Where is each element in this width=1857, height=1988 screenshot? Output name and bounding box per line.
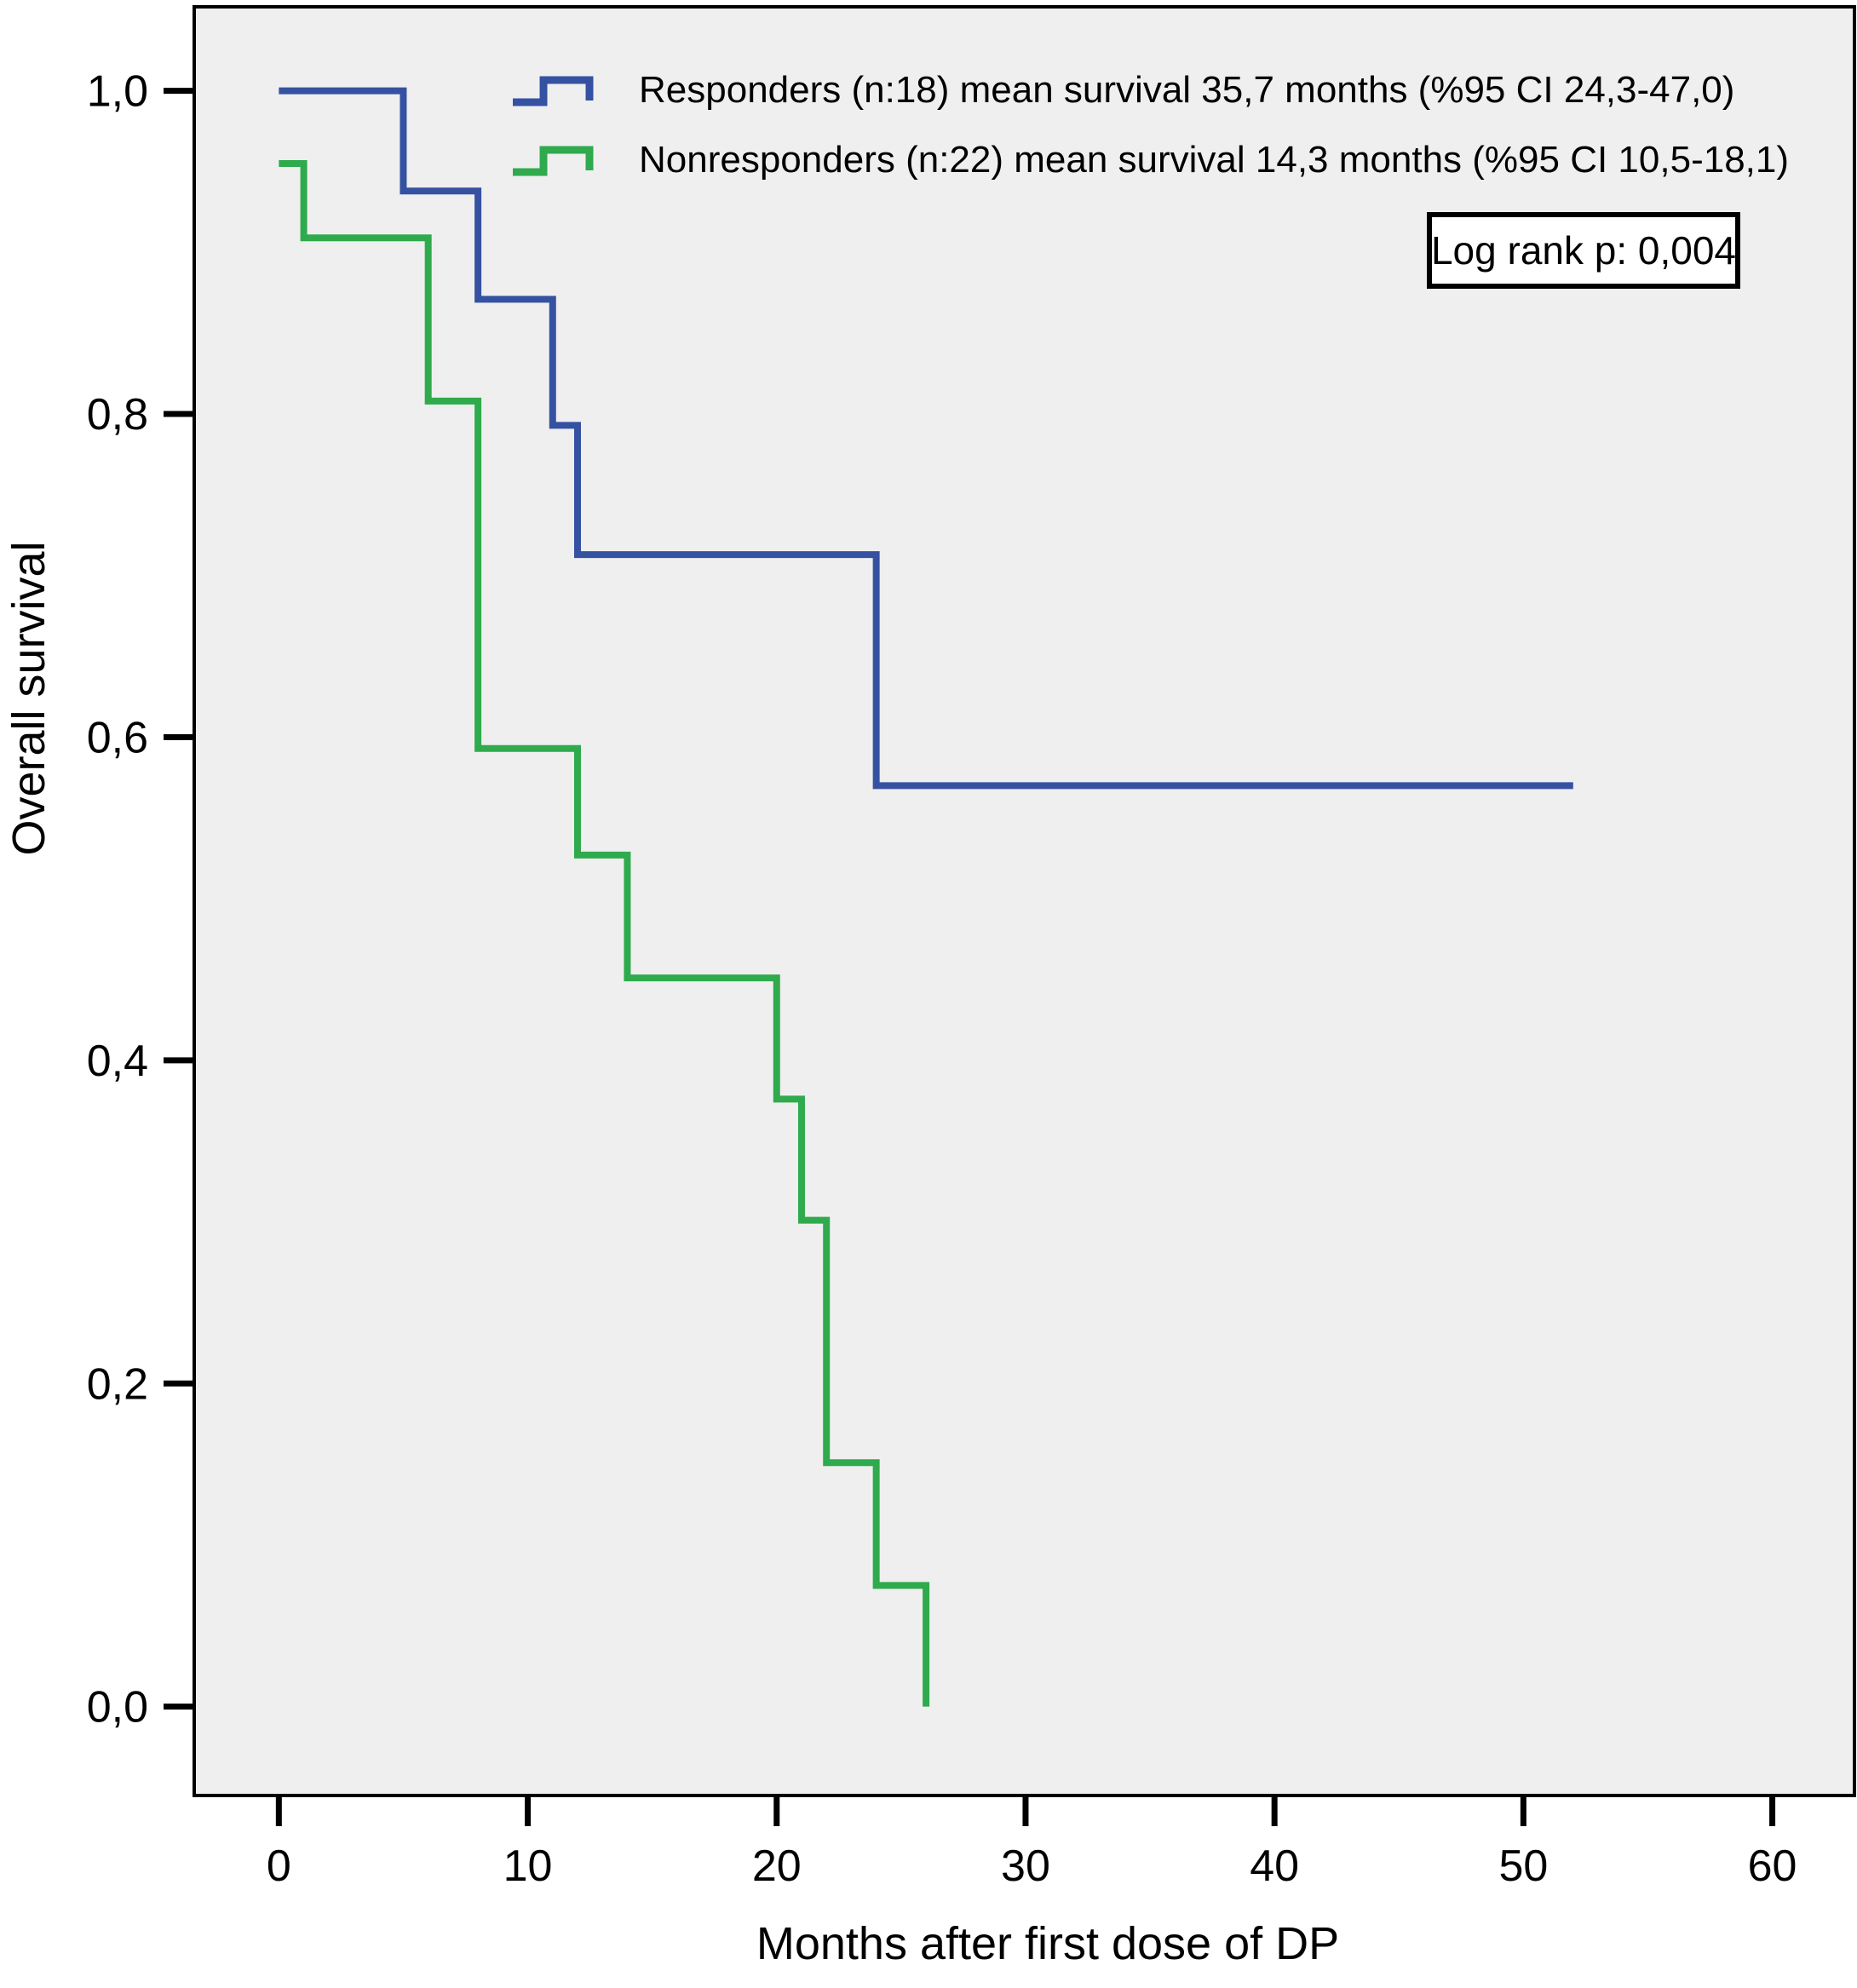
y-tick-label: 0,6: [87, 713, 148, 762]
x-axis-title: Months after first dose of DP: [756, 1918, 1339, 1969]
legend-label-responders: Responders (n:18) mean survival 35,7 mon…: [639, 69, 1734, 111]
y-tick-label: 0,4: [87, 1037, 148, 1086]
log-rank-box-border: [1427, 212, 1740, 289]
legend: Responders (n:18) mean survival 35,7 mon…: [513, 69, 1789, 181]
series-layer: [279, 87, 1573, 1707]
x-tick-label: 30: [1001, 1841, 1050, 1891]
responders-step-swatch-icon: [513, 76, 594, 106]
x-tick-label: 60: [1748, 1841, 1797, 1891]
survival-curve-responders: [279, 87, 1573, 790]
log-rank-box: Log rank p: 0,004: [1427, 212, 1740, 289]
legend-item-nonresponders: Nonresponders (n:22) mean survival 14,3 …: [513, 139, 1789, 181]
y-tick-label: 0,0: [87, 1683, 148, 1732]
log-rank-label: Log rank p: 0,004: [1431, 228, 1736, 273]
survival-curve-nonresponders: [279, 160, 930, 1707]
legend-item-responders: Responders (n:18) mean survival 35,7 mon…: [513, 69, 1734, 111]
x-tick-label: 50: [1498, 1841, 1548, 1891]
y-tick-label: 1,0: [87, 67, 148, 117]
x-tick-label: 20: [752, 1841, 802, 1891]
y-tick-label: 0,8: [87, 390, 148, 440]
x-tick-label: 40: [1250, 1841, 1299, 1891]
x-tick-label: 0: [267, 1841, 291, 1891]
nonresponders-step-swatch-icon: [513, 146, 594, 176]
x-tick-label: 10: [503, 1841, 553, 1891]
legend-label-nonresponders: Nonresponders (n:22) mean survival 14,3 …: [639, 139, 1789, 181]
y-axis-title: Overall survival: [3, 541, 55, 855]
y-tick-label: 0,2: [87, 1359, 148, 1409]
ticks-layer: 0 10 20 30 40 50 60 0,0 0,2 0,4 0,6 0,8 1,0: [87, 67, 1797, 1891]
plot-area: [193, 5, 1856, 1797]
